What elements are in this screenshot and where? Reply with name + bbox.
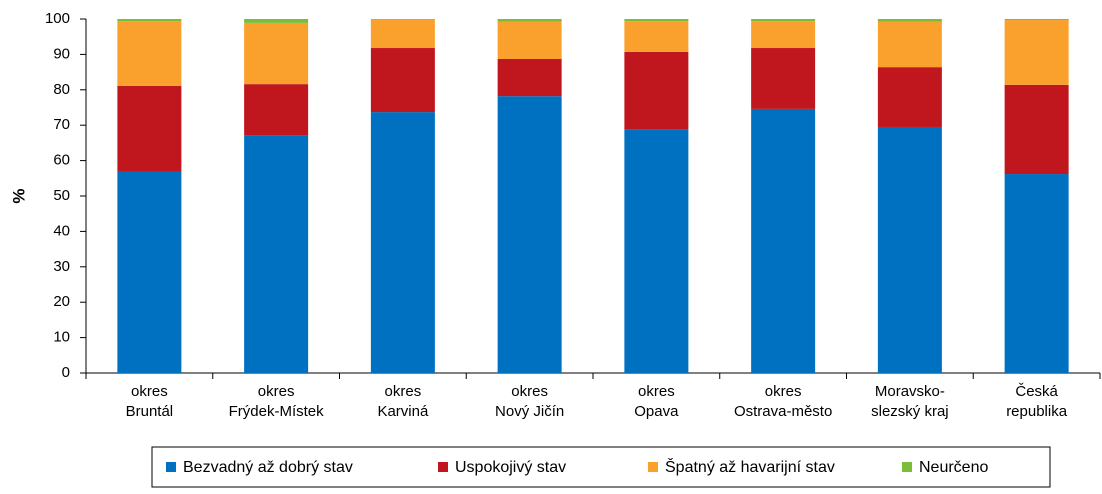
legend-swatch bbox=[902, 462, 912, 472]
bar-segment bbox=[370, 19, 435, 49]
x-tick-label: Ostrava-město bbox=[734, 403, 832, 420]
bar-segment bbox=[624, 21, 689, 52]
legend-label: Neurčeno bbox=[919, 459, 988, 476]
bar-segment bbox=[624, 19, 689, 22]
bar-segment bbox=[624, 51, 689, 130]
y-tick-label: 100 bbox=[45, 10, 70, 27]
y-tick-label: 40 bbox=[53, 222, 70, 239]
bar-segment bbox=[370, 48, 435, 113]
legend-swatch bbox=[166, 462, 176, 472]
bar-segment bbox=[497, 21, 562, 60]
x-tick-label: okres bbox=[765, 383, 802, 400]
x-tick-label: okres bbox=[258, 383, 295, 400]
bar-segment bbox=[877, 126, 942, 373]
bar-segment bbox=[370, 112, 435, 374]
x-tick-label: okres bbox=[638, 383, 675, 400]
legend-label: Špatný až havarijní stav bbox=[665, 457, 835, 476]
y-tick-label: 70 bbox=[53, 116, 70, 133]
bar-segment bbox=[117, 171, 182, 373]
x-tick-label: Moravsko- bbox=[875, 383, 945, 400]
x-tick-label: slezský kraj bbox=[871, 403, 949, 420]
y-tick-label: 80 bbox=[53, 81, 70, 98]
y-tick-label: 60 bbox=[53, 152, 70, 169]
legend-swatch bbox=[648, 462, 658, 472]
x-tick-label: Karviná bbox=[377, 403, 429, 420]
bar-segment bbox=[1004, 174, 1069, 373]
bar-segment bbox=[1004, 84, 1069, 175]
y-tick-label: 50 bbox=[53, 187, 70, 204]
bar-segment bbox=[117, 19, 182, 22]
bar-segment bbox=[751, 48, 816, 109]
bar-segment bbox=[497, 19, 562, 22]
bar-segment bbox=[877, 67, 942, 127]
x-tick-label: Bruntál bbox=[126, 403, 174, 420]
bar-segment bbox=[497, 59, 562, 97]
bar-segment bbox=[751, 108, 816, 373]
bar-segment bbox=[877, 21, 942, 68]
legend-label: Uspokojivý stav bbox=[455, 459, 566, 476]
legend-label: Bezvadný až dobrý stav bbox=[183, 459, 353, 476]
bar-segment bbox=[244, 19, 309, 23]
y-axis-label: % bbox=[9, 188, 28, 203]
y-tick-label: 30 bbox=[53, 258, 70, 275]
legend-swatch bbox=[438, 462, 448, 472]
y-tick-label: 10 bbox=[53, 329, 70, 346]
bar-segment bbox=[244, 84, 309, 136]
y-tick-label: 0 bbox=[62, 364, 70, 381]
bar-segment bbox=[877, 19, 942, 22]
bar-segment bbox=[751, 21, 816, 49]
bar-segment bbox=[1004, 20, 1069, 85]
legend-box bbox=[151, 446, 1051, 488]
x-tick-label: okres bbox=[511, 383, 548, 400]
x-tick-label: Nový Jičín bbox=[495, 403, 564, 420]
bar-segment bbox=[244, 135, 309, 373]
bar-segment bbox=[370, 19, 435, 20]
bar-segment bbox=[497, 96, 562, 373]
y-tick-label: 20 bbox=[53, 293, 70, 310]
x-tick-label: okres bbox=[131, 383, 168, 400]
bar-segment bbox=[751, 19, 816, 22]
x-tick-label: Frýdek-Místek bbox=[229, 403, 325, 420]
bar-segment bbox=[117, 21, 182, 86]
x-tick-label: Česká bbox=[1015, 383, 1058, 400]
bar-segment bbox=[1004, 19, 1069, 21]
x-tick-label: republika bbox=[1006, 403, 1068, 420]
bar-segment bbox=[244, 22, 309, 85]
bar-segment bbox=[624, 129, 689, 373]
x-tick-label: okres bbox=[385, 383, 422, 400]
bar-segment bbox=[117, 85, 182, 172]
x-tick-label: Opava bbox=[634, 403, 679, 420]
y-tick-label: 90 bbox=[53, 45, 70, 62]
